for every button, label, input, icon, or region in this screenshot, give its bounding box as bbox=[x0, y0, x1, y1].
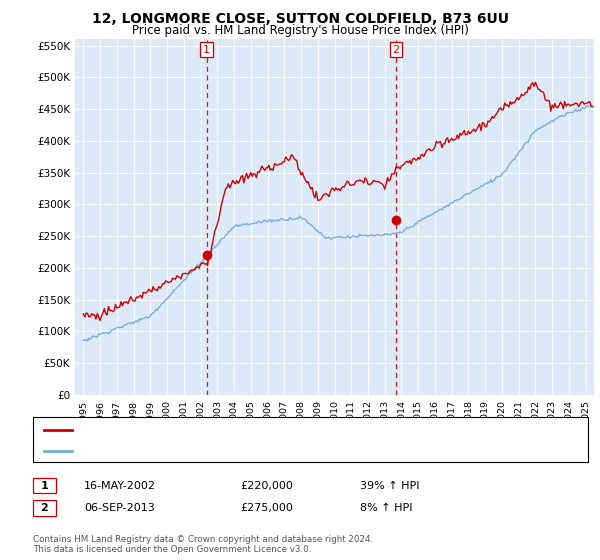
Text: 1: 1 bbox=[203, 45, 210, 54]
Text: Price paid vs. HM Land Registry's House Price Index (HPI): Price paid vs. HM Land Registry's House … bbox=[131, 24, 469, 36]
Text: 16-MAY-2002: 16-MAY-2002 bbox=[84, 480, 156, 491]
Text: 1: 1 bbox=[41, 480, 48, 491]
Text: £275,000: £275,000 bbox=[240, 503, 293, 513]
Text: 39% ↑ HPI: 39% ↑ HPI bbox=[360, 480, 419, 491]
Text: £220,000: £220,000 bbox=[240, 480, 293, 491]
Text: 12, LONGMORE CLOSE, SUTTON COLDFIELD, B73 6UU (detached house): 12, LONGMORE CLOSE, SUTTON COLDFIELD, B7… bbox=[78, 424, 453, 435]
Text: 2: 2 bbox=[41, 503, 48, 513]
Text: HPI: Average price, detached house, Birmingham: HPI: Average price, detached house, Birm… bbox=[78, 446, 335, 456]
Text: 8% ↑ HPI: 8% ↑ HPI bbox=[360, 503, 413, 513]
Text: 06-SEP-2013: 06-SEP-2013 bbox=[84, 503, 155, 513]
Text: Contains HM Land Registry data © Crown copyright and database right 2024.
This d: Contains HM Land Registry data © Crown c… bbox=[33, 535, 373, 554]
Text: 2: 2 bbox=[392, 45, 400, 54]
Text: 12, LONGMORE CLOSE, SUTTON COLDFIELD, B73 6UU: 12, LONGMORE CLOSE, SUTTON COLDFIELD, B7… bbox=[91, 12, 509, 26]
